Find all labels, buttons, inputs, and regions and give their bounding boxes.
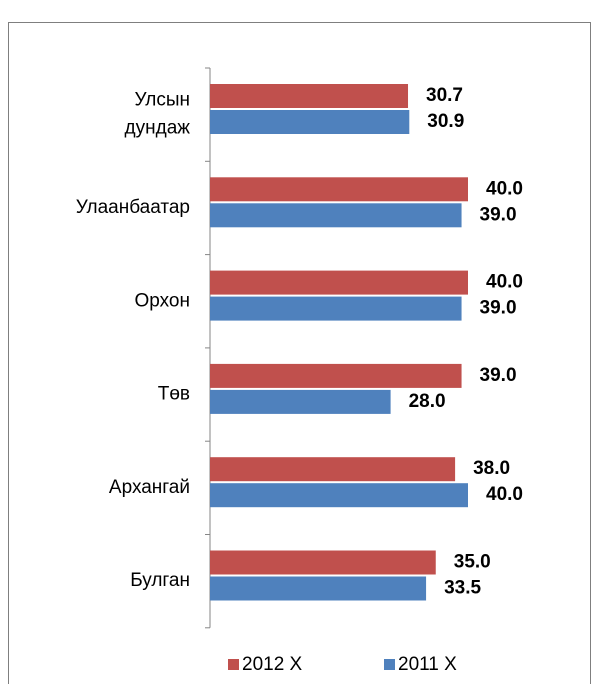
bar bbox=[210, 296, 462, 321]
category-label: Булган bbox=[130, 570, 190, 591]
bar bbox=[210, 270, 468, 295]
value-label: 38.0 bbox=[473, 458, 510, 479]
chart-frame bbox=[8, 22, 591, 684]
category-label: Улсын дундаж bbox=[125, 90, 191, 139]
legend-swatch bbox=[384, 659, 395, 670]
value-label: 39.0 bbox=[480, 365, 517, 386]
bar bbox=[210, 84, 409, 108]
bar bbox=[210, 177, 468, 202]
value-label: 30.9 bbox=[427, 111, 464, 132]
category-label: Улаанбаатар bbox=[76, 197, 190, 218]
category-label: Орхон bbox=[135, 290, 190, 311]
value-label: 28.0 bbox=[409, 391, 446, 412]
value-label: 30.7 bbox=[426, 85, 463, 106]
bar bbox=[210, 550, 436, 575]
value-label: 33.5 bbox=[444, 578, 481, 599]
value-label: 39.0 bbox=[480, 298, 517, 319]
bar bbox=[210, 576, 427, 601]
value-label: 40.0 bbox=[486, 484, 523, 505]
legend-label: 2012 Х bbox=[242, 654, 303, 675]
value-label: 39.0 bbox=[480, 204, 517, 225]
category-label: Архангай bbox=[109, 477, 190, 498]
bar bbox=[210, 203, 462, 228]
bar bbox=[210, 457, 456, 482]
bar bbox=[210, 389, 391, 414]
bar bbox=[210, 483, 468, 508]
category-label: Төв bbox=[158, 384, 190, 405]
value-label: 40.0 bbox=[486, 272, 523, 293]
value-label: 35.0 bbox=[454, 552, 491, 573]
legend-swatch bbox=[228, 659, 239, 670]
bar bbox=[210, 363, 462, 388]
legend-label: 2011 Х bbox=[398, 654, 457, 675]
value-label: 40.0 bbox=[486, 178, 523, 199]
bar bbox=[210, 110, 410, 134]
